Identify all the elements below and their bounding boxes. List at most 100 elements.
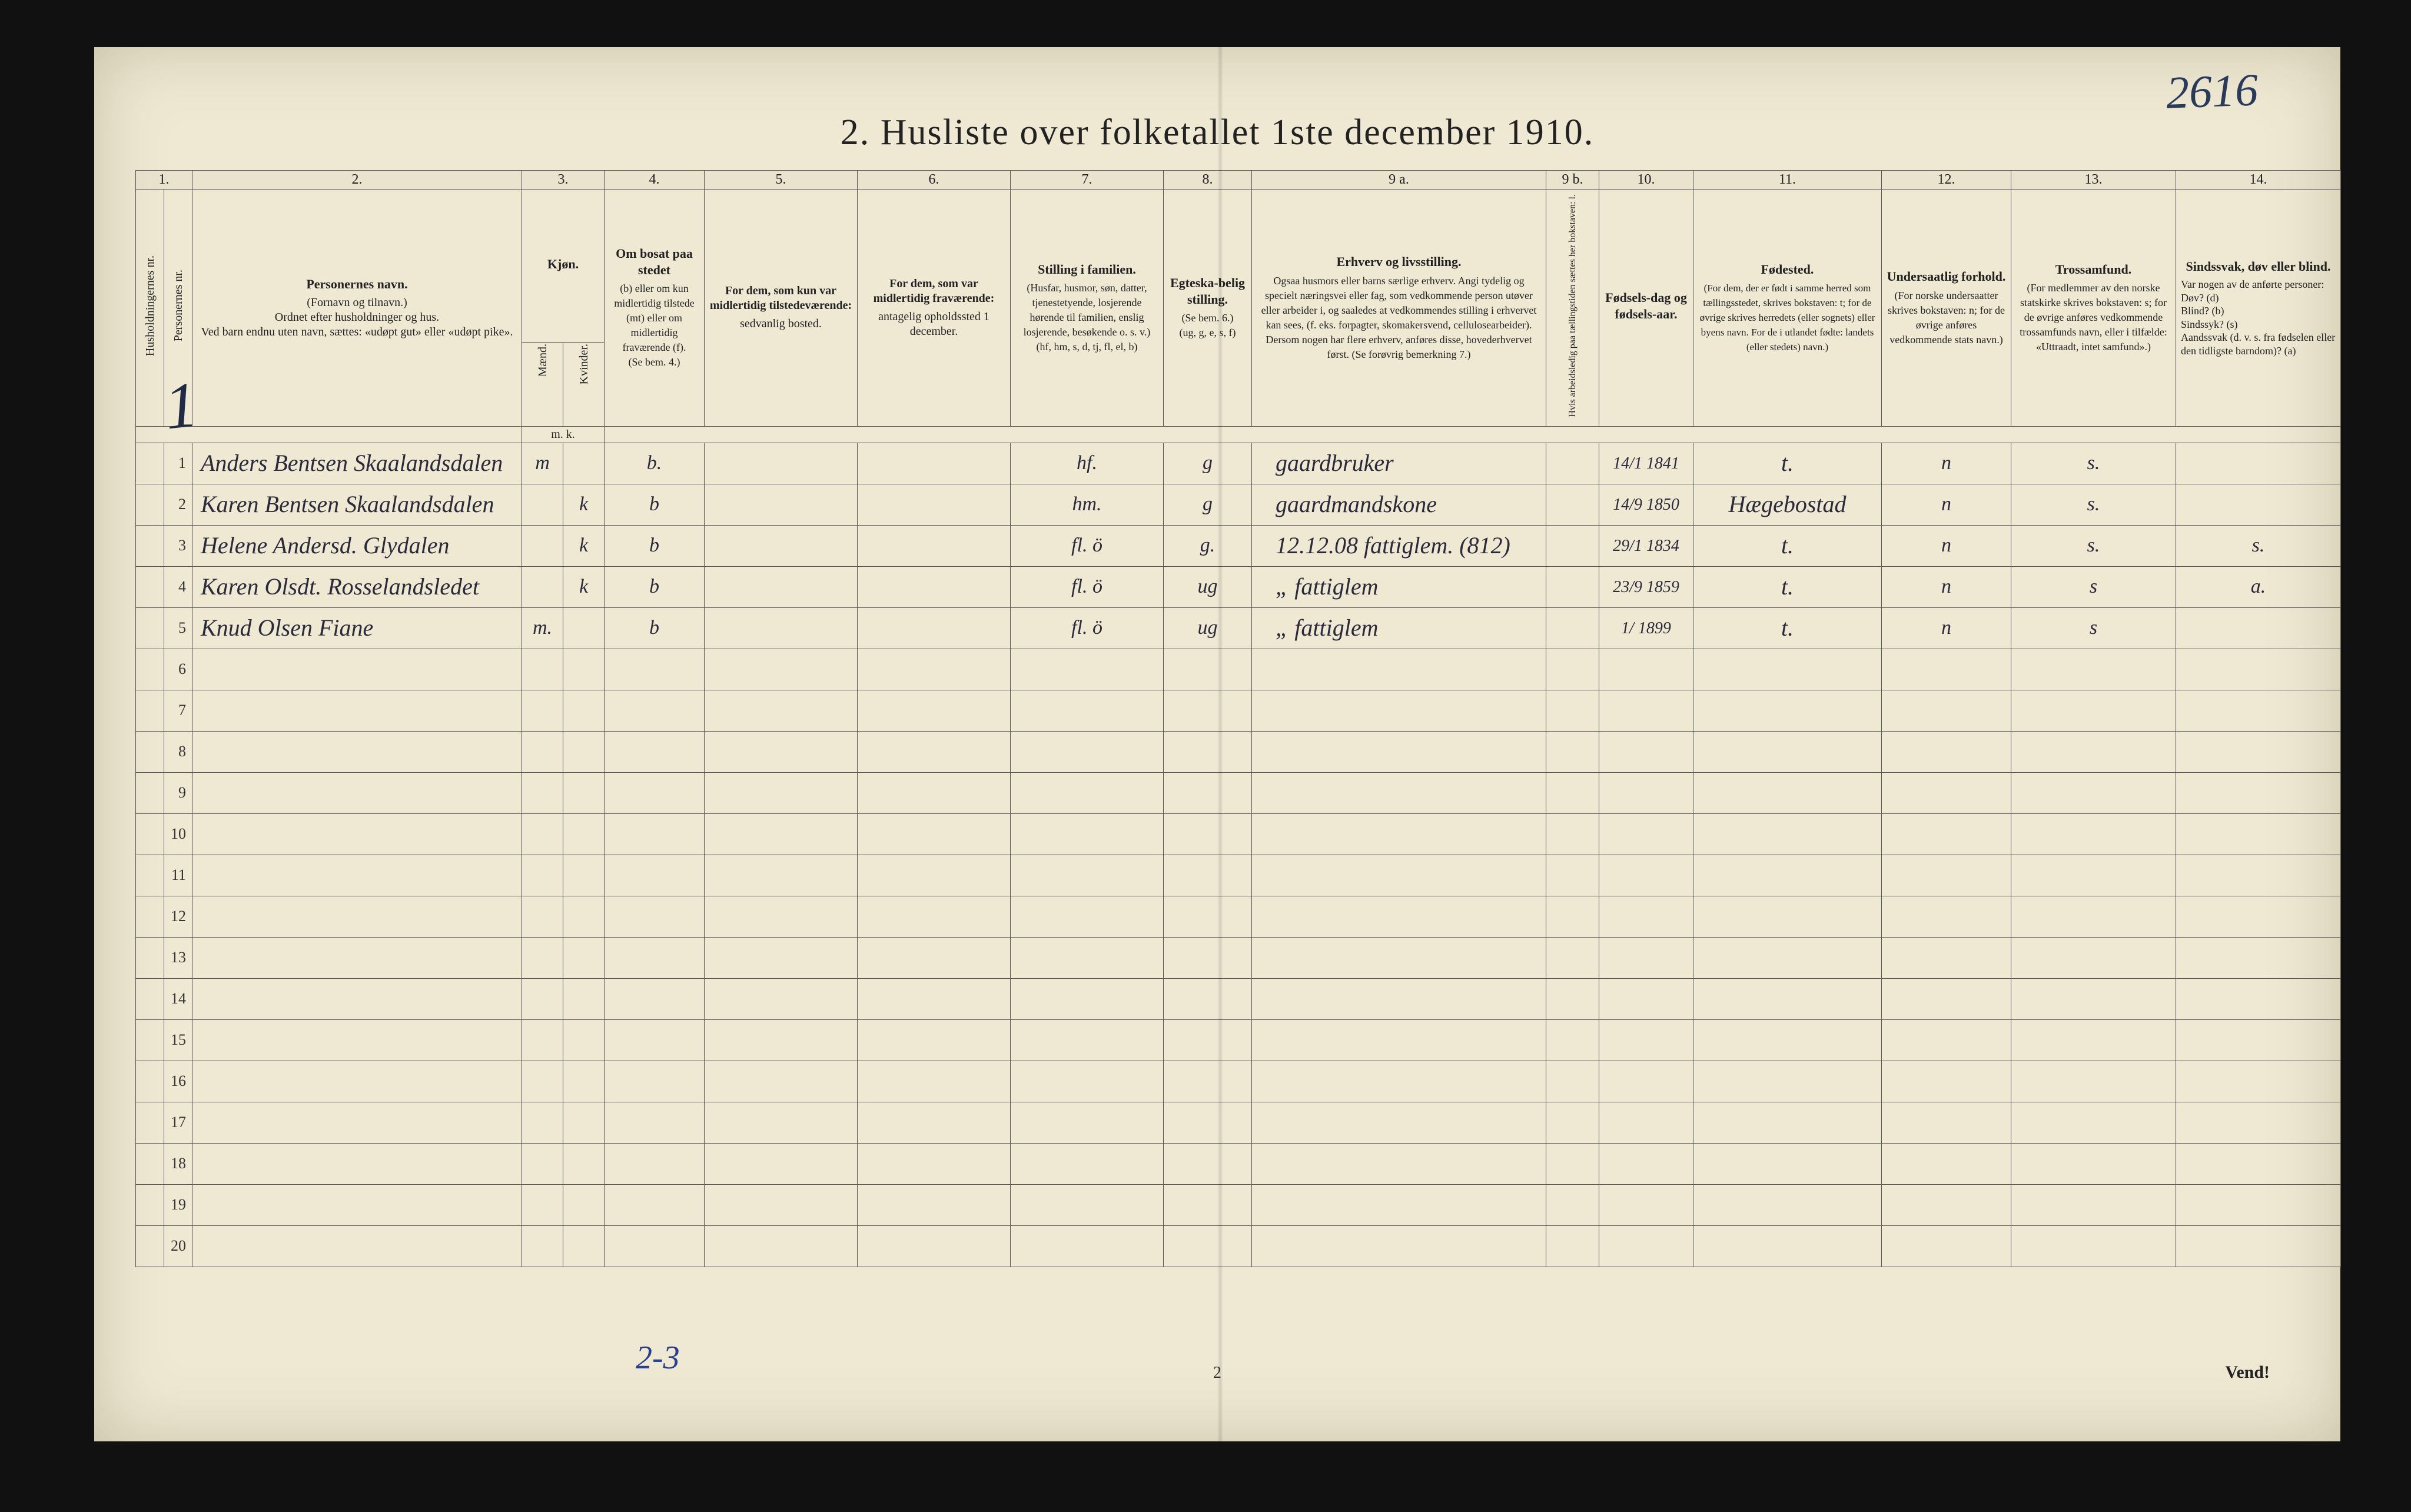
cell-stilling-fam — [1011, 731, 1164, 772]
cell-midl-tilstede — [705, 690, 858, 731]
cell-midl-tilstede — [705, 1225, 858, 1267]
cell-bosat: b — [605, 566, 705, 607]
cell-bosat — [605, 813, 705, 855]
cell-bosat — [605, 1102, 705, 1143]
cell-household-nr — [136, 607, 164, 649]
hdr-midl-frav: For dem, som var midlertidig fraværende:… — [858, 190, 1011, 427]
cell-undersaat — [1882, 772, 2011, 813]
cell-sex-m — [522, 1184, 563, 1225]
cell-household-nr — [136, 1143, 164, 1184]
cell-household-nr — [136, 1102, 164, 1143]
cell-fodested: Hægebostad — [1693, 484, 1882, 525]
cell-midl-frav — [858, 566, 1011, 607]
cell-sex-m — [522, 772, 563, 813]
cell-fodsel — [1599, 1061, 1693, 1102]
colnum-1: 1. — [136, 171, 192, 190]
hdr-bosat: Om bosat paa stedet (b) eller om kun mid… — [605, 190, 705, 427]
table-row: 2Karen Bentsen Skaalandsdalenkbhm.ggaard… — [136, 484, 2341, 525]
cell-midl-tilstede — [705, 772, 858, 813]
cell-egteskab — [1164, 1225, 1252, 1267]
colnum-12: 12. — [1882, 171, 2011, 190]
table-body: 1Anders Bentsen Skaalandsdalenmb.hf.ggaa… — [136, 443, 2341, 1267]
colnum-3: 3. — [522, 171, 605, 190]
cell-fodsel — [1599, 1143, 1693, 1184]
cell-sindssvak: s. — [2176, 525, 2341, 566]
cell-stilling-fam — [1011, 772, 1164, 813]
margin-household-number: 1 — [162, 378, 200, 433]
cell-egteskab — [1164, 855, 1252, 896]
cell-name — [192, 690, 522, 731]
cell-fodsel — [1599, 1019, 1693, 1061]
cell-name — [192, 1102, 522, 1143]
table-row: 11 — [136, 855, 2341, 896]
hdr-name: Personernes navn. (Fornavn og tilnavn.) … — [192, 190, 522, 427]
scan-frame: 2616 2. Husliste over folketallet 1ste d… — [0, 0, 2411, 1512]
cell-name — [192, 1019, 522, 1061]
cell-trossamf — [2011, 649, 2176, 690]
cell-sindssvak — [2176, 896, 2341, 937]
cell-arbeidsledig — [1546, 607, 1599, 649]
cell-household-nr — [136, 772, 164, 813]
cell-fodsel — [1599, 1184, 1693, 1225]
cell-midl-frav — [858, 1102, 1011, 1143]
printed-page-number: 2 — [1213, 1364, 1221, 1383]
cell-erhverv: gaardmandskone — [1252, 484, 1546, 525]
cell-sex-k — [563, 978, 605, 1019]
cell-midl-frav — [858, 690, 1011, 731]
cell-midl-tilstede — [705, 937, 858, 978]
cell-stilling-fam — [1011, 978, 1164, 1019]
cell-sex-m — [522, 731, 563, 772]
cell-undersaat: n — [1882, 443, 2011, 484]
cell-name — [192, 813, 522, 855]
cell-undersaat — [1882, 1143, 2011, 1184]
cell-name: Karen Olsdt. Rosselandsledet — [192, 566, 522, 607]
column-number-row: 1. 2. 3. 4. 5. 6. 7. 8. 9 a. 9 b. 10. 11… — [136, 171, 2341, 190]
hdr-household-nr: Husholdningernes nr. — [136, 190, 164, 427]
cell-sex-k — [563, 813, 605, 855]
cell-erhverv — [1252, 690, 1546, 731]
cell-sex-k — [563, 607, 605, 649]
cell-trossamf — [2011, 1102, 2176, 1143]
cell-name: Helene Andersd. Glydalen — [192, 525, 522, 566]
cell-arbeidsledig — [1546, 690, 1599, 731]
cell-sindssvak — [2176, 1225, 2341, 1267]
cell-arbeidsledig — [1546, 1225, 1599, 1267]
column-mk-row: m. k. — [136, 426, 2341, 443]
cell-arbeidsledig — [1546, 566, 1599, 607]
cell-stilling-fam — [1011, 1143, 1164, 1184]
hdr-midl-tilstede: For dem, som kun var midlertidig tilsted… — [705, 190, 858, 427]
cell-bosat: b. — [605, 443, 705, 484]
cell-person-nr: 18 — [164, 1143, 192, 1184]
table-row: 7 — [136, 690, 2341, 731]
cell-undersaat — [1882, 1225, 2011, 1267]
colnum-9b: 9 b. — [1546, 171, 1599, 190]
cell-arbeidsledig — [1546, 772, 1599, 813]
cell-sex-k — [563, 772, 605, 813]
cell-bosat — [605, 649, 705, 690]
cell-person-nr: 9 — [164, 772, 192, 813]
cell-sindssvak — [2176, 855, 2341, 896]
table-row: 12 — [136, 896, 2341, 937]
cell-erhverv — [1252, 813, 1546, 855]
cell-bosat — [605, 1143, 705, 1184]
cell-sex-k — [563, 1143, 605, 1184]
cell-fodsel — [1599, 649, 1693, 690]
table-row: 1Anders Bentsen Skaalandsdalenmb.hf.ggaa… — [136, 443, 2341, 484]
cell-arbeidsledig — [1546, 484, 1599, 525]
cell-household-nr — [136, 566, 164, 607]
cell-household-nr — [136, 1061, 164, 1102]
cell-fodsel — [1599, 896, 1693, 937]
cell-trossamf — [2011, 1019, 2176, 1061]
cell-arbeidsledig — [1546, 443, 1599, 484]
cell-egteskab — [1164, 1184, 1252, 1225]
cell-egteskab — [1164, 1019, 1252, 1061]
cell-arbeidsledig — [1546, 525, 1599, 566]
cell-person-nr: 6 — [164, 649, 192, 690]
hdr-stilling-fam: Stilling i familien. (Husfar, husmor, sø… — [1011, 190, 1164, 427]
cell-sindssvak — [2176, 484, 2341, 525]
cell-sindssvak — [2176, 937, 2341, 978]
cell-sex-k — [563, 731, 605, 772]
cell-midl-tilstede — [705, 813, 858, 855]
cell-fodsel — [1599, 978, 1693, 1019]
cell-sindssvak — [2176, 649, 2341, 690]
